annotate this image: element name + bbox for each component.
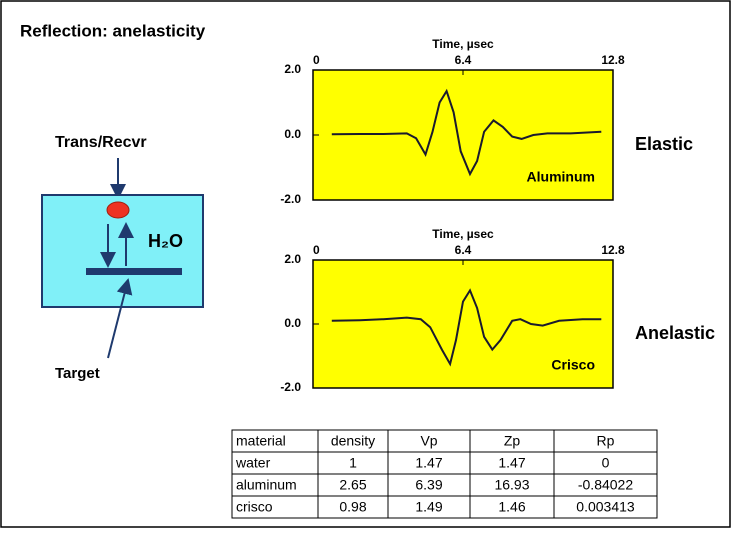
cell: 1.47 (498, 455, 525, 471)
table: material density Vp Zp Rp water 1 1.47 1.47 0 alum… (231, 429, 658, 519)
pointer (107, 278, 133, 359)
x-axis-label: Time, µsec (432, 227, 494, 241)
cell: 1.46 (498, 499, 525, 515)
cell: 2.65 (339, 477, 366, 493)
cell: 16.93 (494, 477, 529, 493)
annotation: Aluminum (527, 169, 595, 185)
x-tick-label: 12.8 (601, 53, 625, 67)
x-tick-label: 6.4 (455, 243, 472, 257)
x-tick-label: 0 (313, 53, 320, 67)
header-cell: material (236, 433, 286, 449)
transducer (106, 201, 130, 219)
y-tick-label: 0.0 (284, 316, 301, 330)
x-tick-label: 0 (313, 243, 320, 257)
y-tick-label: 0.0 (284, 127, 301, 141)
cell: 1.49 (415, 499, 442, 515)
plot-area (312, 259, 614, 389)
transducer-label: Trans/Recvr (55, 134, 147, 151)
side-label: Elastic (635, 134, 693, 154)
cell: 0.003413 (576, 499, 635, 515)
cell: 1.47 (415, 455, 442, 471)
side-label: Anelastic (635, 323, 715, 343)
cell: 1 (349, 455, 357, 471)
target-plate (86, 268, 182, 275)
x-tick-label: 6.4 (455, 53, 472, 67)
cell: -0.84022 (578, 477, 633, 493)
cell: 6.39 (415, 477, 442, 493)
cell: crisco (236, 499, 273, 515)
x-axis-label: Time, µsec (432, 37, 494, 51)
waveform (331, 288, 602, 367)
annotation: Crisco (551, 357, 595, 373)
diagram: Trans/Recvr H₂O Target (41, 134, 204, 382)
cell: water (235, 455, 271, 471)
header-cell: Rp (597, 433, 615, 449)
charts: Time, µsec 0 6.4 12.8 2.0 0.0 -2.0 Aluminum Elas… (280, 37, 715, 394)
plot-area (312, 69, 614, 201)
cell: aluminum (236, 477, 297, 493)
x-tick-label: 12.8 (601, 243, 625, 257)
medium-label: H₂O (148, 231, 183, 251)
cell: 0 (602, 455, 610, 471)
header-cell: density (331, 433, 375, 449)
header-cell: Zp (504, 433, 521, 449)
waveform (331, 88, 602, 177)
cell: 0.98 (339, 499, 366, 515)
y-tick-label: -2.0 (280, 380, 301, 394)
header-cell: Vp (420, 433, 437, 449)
slide-title: Reflection: anelasticity (20, 21, 206, 40)
target-label: Target (55, 365, 100, 382)
y-tick-label: 2.0 (284, 252, 301, 266)
y-tick-label: 2.0 (284, 62, 301, 76)
y-tick-label: -2.0 (280, 192, 301, 206)
